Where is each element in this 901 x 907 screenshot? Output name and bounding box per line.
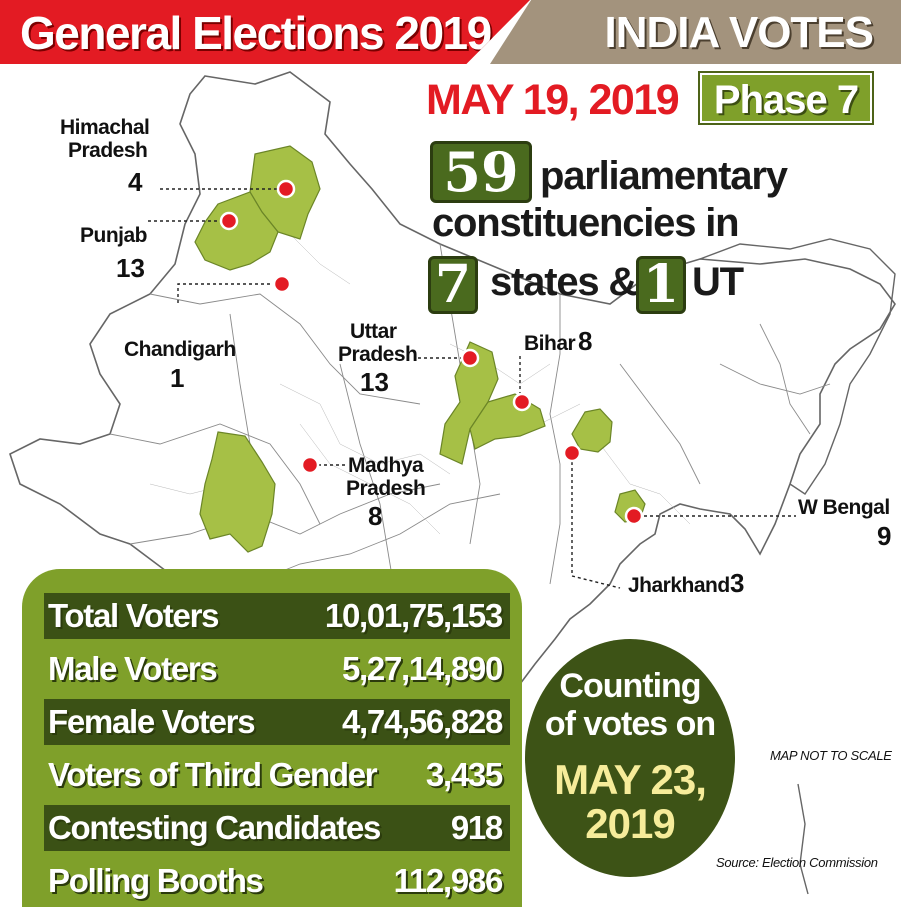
- marker-madhya-pradesh: [300, 455, 320, 475]
- label-himachal-line2: Pradesh: [68, 139, 148, 162]
- label-uttar-pradesh-line2: Pradesh: [338, 343, 418, 366]
- seats-chandigarh: 1: [170, 363, 185, 393]
- northeast-outline: [699, 238, 896, 495]
- ut-count: 1: [636, 256, 686, 314]
- marker-himachal-pradesh: [276, 179, 296, 199]
- brand-title: INDIA VOTES: [604, 8, 874, 57]
- marker-uttar-pradesh: [460, 348, 480, 368]
- marker-jharkhand: [562, 443, 582, 463]
- seats-uttar-pradesh: 13: [360, 367, 389, 397]
- stat-value: 3,435: [425, 756, 503, 793]
- counting-date-line1: MAY 23,: [554, 756, 707, 803]
- region-jharkhand: [571, 408, 613, 453]
- phase-date: MAY 19, 2019: [426, 76, 680, 124]
- stat-label: Voters of Third Gender: [48, 756, 378, 793]
- header-title: General Elections 2019: [20, 7, 492, 59]
- stat-row-total-voters: Total Voters 10,01,75,153: [44, 593, 510, 639]
- marker-chandigarh: [272, 274, 292, 294]
- label-madhya-pradesh-line1: Madhya: [348, 454, 424, 477]
- marker-west-bengal: [624, 506, 644, 526]
- label-bihar: Bihar: [524, 332, 576, 355]
- stat-row-third-gender: Voters of Third Gender 3,435: [44, 752, 510, 798]
- counting-line1: Counting: [559, 667, 701, 705]
- stat-value: 4,74,56,828: [341, 703, 503, 740]
- states-label: states &: [490, 260, 637, 304]
- counting-text: Counting of votes on: [525, 667, 735, 743]
- phase-label: Phase 7: [713, 78, 859, 122]
- andaman-islands: [797, 783, 809, 895]
- stat-row-candidates: Contesting Candidates 918: [44, 805, 510, 851]
- stat-value: 5,27,14,890: [341, 650, 503, 687]
- region-madhya-pradesh: [199, 431, 276, 553]
- marker-punjab: [219, 211, 239, 231]
- source-note: Source: Election Commission: [716, 855, 878, 870]
- label-himachal-line1: Himachal: [60, 116, 150, 139]
- seats-punjab: 13: [116, 253, 145, 283]
- states-count: 7: [428, 256, 478, 314]
- headline-line1: parliamentary: [540, 154, 788, 198]
- label-jharkhand: Jharkhand: [628, 574, 730, 597]
- brand-banner: INDIA VOTES: [490, 0, 901, 64]
- phase-badge: Phase 7: [698, 71, 874, 125]
- region-punjab: [194, 191, 279, 271]
- stat-label: Polling Booths: [48, 862, 264, 899]
- seats-himachal: 4: [128, 167, 143, 197]
- scale-note: MAP NOT TO SCALE: [770, 748, 892, 763]
- counting-date-line2: 2019: [585, 800, 675, 847]
- seats-jharkhand: 3: [730, 568, 745, 598]
- counting-line2: of votes on: [544, 705, 716, 743]
- label-chandigarh: Chandigarh: [124, 338, 236, 361]
- stat-label: Female Voters: [48, 703, 256, 740]
- counting-badge: Counting of votes on MAY 23, 2019: [525, 639, 735, 877]
- counting-date: MAY 23, 2019: [525, 758, 735, 846]
- label-uttar-pradesh-line1: Uttar: [350, 320, 397, 343]
- stat-label: Male Voters: [48, 650, 218, 687]
- seats-bihar: 8: [578, 326, 593, 356]
- stat-row-female-voters: Female Voters 4,74,56,828: [44, 699, 510, 745]
- constituencies-count: 59: [430, 141, 532, 203]
- stat-label: Total Voters: [48, 597, 220, 634]
- stat-row-polling-booths: Polling Booths 112,986: [44, 858, 510, 904]
- seats-west-bengal: 9: [877, 521, 892, 551]
- headline-line2: constituencies in: [432, 201, 740, 245]
- stats-panel: Total Voters 10,01,75,153 Male Voters 5,…: [22, 569, 522, 907]
- stat-row-male-voters: Male Voters 5,27,14,890: [44, 646, 510, 692]
- ut-label: UT: [692, 260, 744, 304]
- header-banner: General Elections 2019: [0, 0, 530, 64]
- stat-value: 918: [450, 809, 503, 846]
- stat-value: 10,01,75,153: [324, 597, 503, 634]
- label-west-bengal: W Bengal: [798, 496, 890, 519]
- stat-label: Contesting Candidates: [48, 809, 381, 846]
- stat-value: 112,986: [393, 862, 504, 899]
- label-madhya-pradesh-line2: Pradesh: [346, 477, 426, 500]
- region-markers: [219, 179, 644, 526]
- seats-madhya-pradesh: 8: [368, 501, 383, 531]
- region-uttar-pradesh: [439, 341, 499, 465]
- marker-bihar: [512, 392, 532, 412]
- label-punjab: Punjab: [80, 224, 148, 247]
